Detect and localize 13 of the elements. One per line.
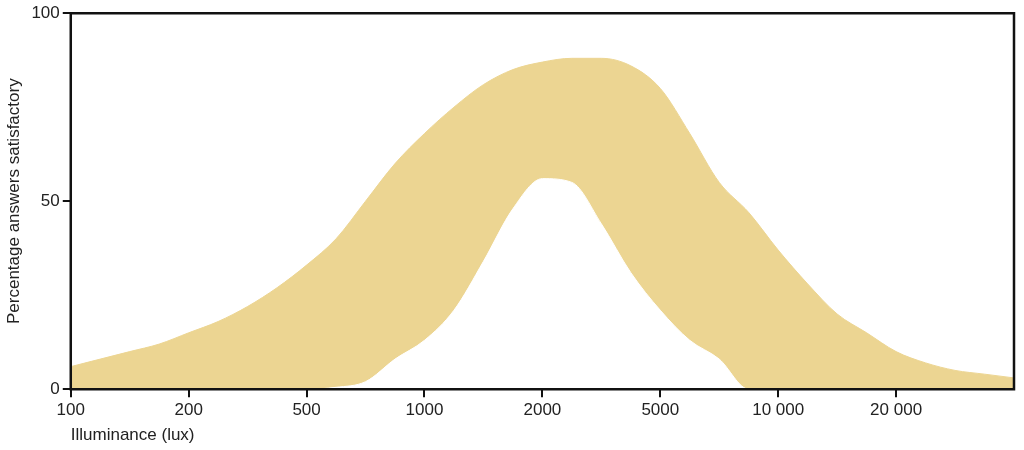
x-tick-label: 20 000 — [870, 400, 923, 420]
y-tick-label: 50 — [40, 190, 60, 210]
x-tick-label: 10 000 — [752, 400, 805, 420]
x-tick-label: 1000 — [405, 400, 444, 420]
x-tick-label: 500 — [292, 400, 321, 420]
x-tick-label: 100 — [56, 400, 85, 420]
x-tick-label: 200 — [174, 400, 203, 420]
x-tick-label: 2000 — [523, 400, 562, 420]
x-tick-label: 5000 — [641, 400, 680, 420]
y-tick-label: 0 — [50, 378, 60, 398]
y-tick-label: 100 — [31, 2, 60, 22]
x-axis-title: Illuminance (lux) — [70, 425, 195, 445]
y-axis-title: Percentage answers satisfactory — [3, 77, 23, 325]
